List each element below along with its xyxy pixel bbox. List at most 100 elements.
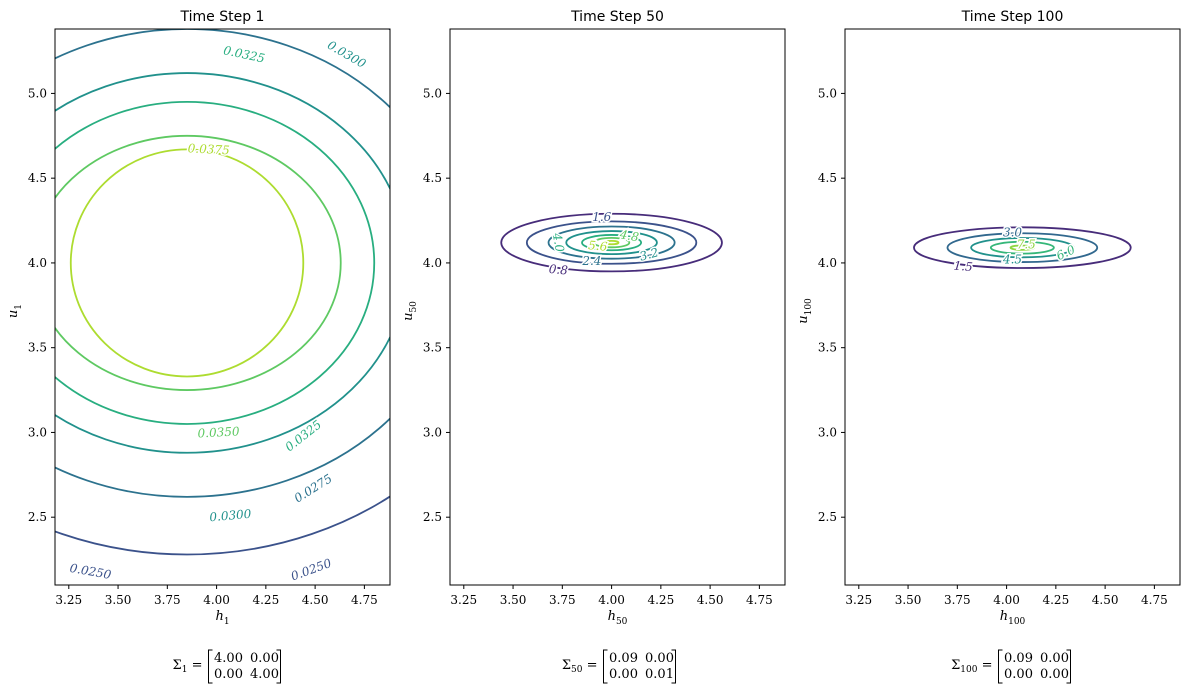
contour-level-7_5 [1009,244,1036,251]
x-axis-label-sub: 100 [1008,617,1025,627]
x-tick-label: 4.25 [1042,593,1069,607]
y-axis-label-main: u [6,310,21,318]
contour-label: 3.2 [638,245,660,263]
matrix-subscript: 50 [571,665,583,675]
x-tick-label: 4.50 [1092,593,1119,607]
y-tick-label: 5.0 [818,86,837,100]
y-tick-label: 3.5 [818,341,837,355]
y-tick-label: 4.5 [28,171,47,185]
matrix-cell: 0.00 [1004,667,1033,682]
covariance-matrix: Σ1 = 4.00 0.000.00 4.00 [173,649,281,684]
matrix-label: Σ100 = [951,658,992,675]
x-axis-label-main: h [1000,609,1008,624]
panel-title: Time Step 50 [570,9,664,25]
matrix-cell: 0.01 [645,667,674,682]
panels: Time Step 10.0250 0.02500.02750.03000.030… [6,9,1181,684]
x-tick-label: 3.75 [944,593,971,607]
y-axis-label-main: u [796,315,811,323]
x-tick-label: 3.50 [105,593,132,607]
y-tick-label: 4.0 [423,256,442,270]
contour-label: 2.4 [581,254,601,268]
x-tick-label: 4.25 [647,593,674,607]
contour-level-2_4 [547,225,676,260]
x-tick-label: 3.50 [500,593,527,607]
matrix-cell: 4.00 [250,667,279,682]
contour-label: 0.0325 [222,43,266,65]
matrix-right-bracket [276,649,281,684]
x-axis-label: h1 [215,609,229,627]
x-tick-label: 4.75 [746,593,773,607]
x-tick-label: 3.50 [895,593,922,607]
y-axis-label-main: u [401,313,416,321]
matrix-label: Σ1 = [173,658,203,675]
x-tick-label: 4.50 [302,593,329,607]
contour-label: 3.0 [1003,225,1022,239]
y-tick-label: 5.0 [28,86,47,100]
x-tick-label: 3.25 [450,593,477,607]
contour-label: 0.0250 [289,556,334,584]
y-tick-label: 3.0 [818,425,837,439]
x-axis-label-main: h [215,609,223,624]
x-tick-label: 4.00 [993,593,1020,607]
contour-level-0_025 [55,29,390,556]
contour-label: 4.8 [618,227,641,244]
matrix-right-bracket [1066,649,1071,684]
panel-title: Time Step 1 [180,9,265,25]
contour-label: 0.0375 [187,141,230,157]
matrix-cell: 0.00 [609,667,638,682]
y-tick-label: 3.0 [423,425,442,439]
covariance-matrix: Σ100 = 0.09 0.000.00 0.00 [951,649,1071,684]
contour-level-4 [581,234,643,252]
contour-level-5_6 [603,239,620,246]
x-axis-label-main: h [608,609,616,624]
x-tick-label: 4.75 [1141,593,1168,607]
y-tick-label: 4.5 [423,171,442,185]
matrix-left-bracket [998,649,1003,684]
matrix-sigma: Σ [562,658,571,673]
contour-level-4_5 [970,237,1075,259]
matrix-cell: 0.00 [250,651,279,666]
contour-level-0_8 [500,212,723,273]
contour-level-1_5 [913,226,1132,269]
x-tick-label: 4.00 [598,593,625,607]
axes-frame [844,28,1181,586]
contour-label: 1.5 [953,259,973,275]
contour-label: 4.0 [550,231,567,254]
panel-3: Time Step 100 1.5 3.0 4.5 6.0 7.5 3.25 3.50 3.75… [796,9,1181,684]
y-axis-label-sub: 1 [14,304,24,310]
y-axis-label: u1 [6,304,24,318]
contour-label: 5.6 [588,238,609,254]
y-tick-label: 2.5 [818,510,837,524]
contour-level-3_2 [565,230,658,256]
panel-1: Time Step 10.0250 0.02500.02750.03000.030… [6,9,391,684]
contour-level-0_03 [55,72,390,454]
y-tick-label: 4.0 [28,256,47,270]
y-tick-label: 4.0 [818,256,837,270]
matrix-sigma: Σ [173,658,182,673]
contour-label: 4.5 [1002,253,1022,267]
matrix-right-bracket [671,649,676,684]
panel-title: Time Step 100 [961,9,1064,25]
matrix-equals: = [582,658,597,673]
x-axis-label: h50 [608,609,628,627]
contour-label: 1.6 [592,210,611,224]
axes-frame [449,28,786,586]
matrix-cell: 0.00 [1040,667,1069,682]
y-tick-label: 2.5 [423,510,442,524]
matrix-cell: 0.00 [1040,651,1069,666]
contour-label: 0.0325 [282,417,324,454]
matrix-equals: = [977,658,992,673]
contour-level-4_8 [592,236,631,249]
contour-label: 0.0300 [209,507,252,525]
contour-level-0_0325 [55,101,376,425]
x-tick-label: 3.25 [55,593,82,607]
contour-label: 0.8 [548,262,569,278]
y-tick-label: 3.5 [28,341,47,355]
contour-level-0_0375 [69,148,305,378]
x-tick-label: 4.00 [203,593,230,607]
matrix-subscript: 1 [182,665,188,675]
y-tick-label: 3.0 [28,425,47,439]
x-tick-label: 4.75 [351,593,378,607]
contour-level-0_0275 [55,29,390,498]
y-tick-label: 5.0 [423,86,442,100]
